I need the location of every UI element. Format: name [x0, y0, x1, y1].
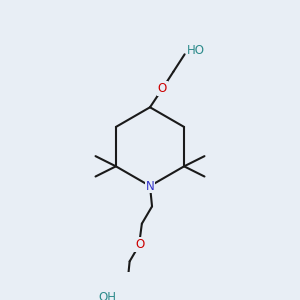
Text: O: O: [158, 82, 167, 95]
Text: OH: OH: [99, 291, 117, 300]
Text: N: N: [146, 179, 154, 193]
Text: HO: HO: [187, 44, 205, 57]
Text: O: O: [135, 238, 144, 250]
